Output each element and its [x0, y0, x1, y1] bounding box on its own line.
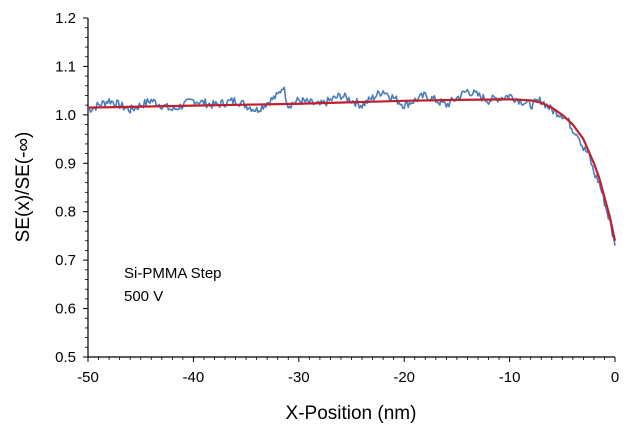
- y-tick-label: 0.7: [55, 252, 76, 269]
- x-tick-label: -10: [499, 369, 521, 386]
- y-tick-label: 0.8: [55, 204, 76, 221]
- y-tick-label: 0.6: [55, 301, 76, 318]
- annotation-label: Si-PMMA Step: [124, 265, 222, 282]
- plot-area: [87, 18, 615, 358]
- series-layer: [87, 86, 617, 246]
- y-tick-label: 1.2: [55, 10, 76, 27]
- fit-series-line: [87, 98, 617, 242]
- x-axis-title: X-Position (nm): [286, 403, 417, 424]
- y-tick-label: 1.1: [55, 58, 76, 75]
- y-axis-title: SE(x)/SE(-∞): [13, 132, 34, 243]
- measured-series-line: [87, 86, 616, 246]
- x-ticks: -50 -40 -30 -20 -10 0: [77, 357, 619, 386]
- y-tick-label: 0.9: [55, 155, 76, 172]
- y-tick-label: 0.5: [55, 349, 76, 366]
- annotation-voltage: 500 V: [124, 288, 163, 305]
- x-tick-label: -50: [77, 369, 99, 386]
- y-ticks: 0.5 0.6 0.7 0.8 0.9 1.0 1.1 1.2: [55, 10, 88, 366]
- x-tick-label: -40: [183, 369, 205, 386]
- x-tick-label: -20: [393, 369, 415, 386]
- y-tick-label: 1.0: [55, 107, 76, 124]
- x-tick-label: 0: [611, 369, 619, 386]
- x-tick-label: -30: [288, 369, 310, 386]
